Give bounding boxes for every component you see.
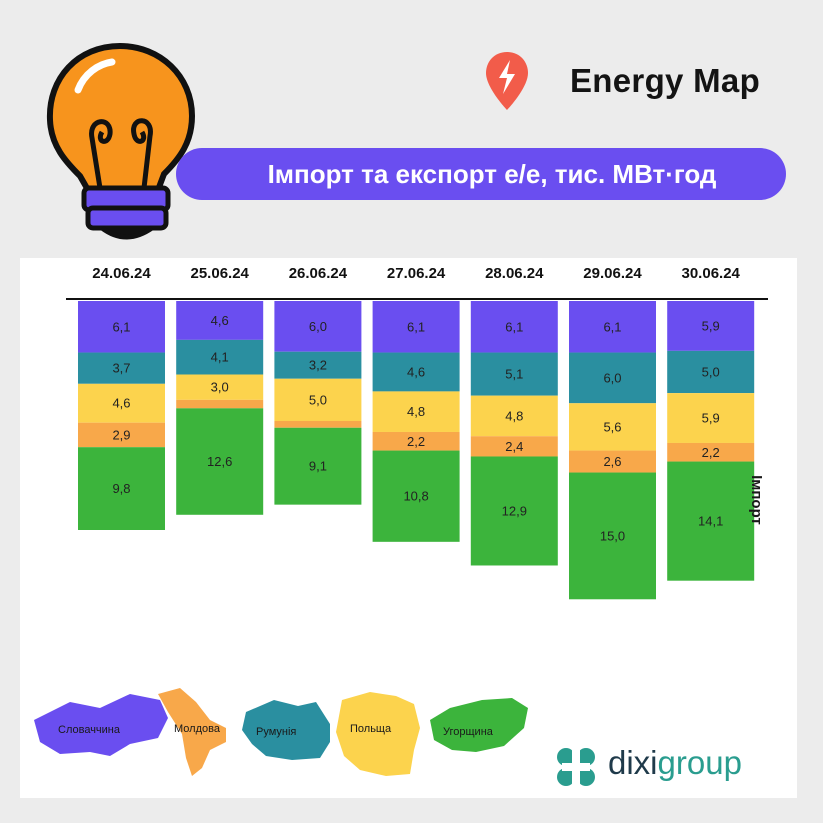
- bar-segment: [176, 301, 264, 340]
- side-label-import: Імпорт: [748, 475, 765, 525]
- bar-segment: [667, 350, 755, 394]
- bar-segment: [569, 403, 656, 451]
- map-label-hungary: Угорщина: [443, 726, 493, 738]
- data-label: 14,1: [698, 514, 723, 529]
- dixigroup-logo-icon: [557, 748, 595, 786]
- data-label: 5,0: [309, 392, 327, 407]
- dixigroup-logo-text: dixigroup: [608, 744, 742, 781]
- bar-segment: [274, 427, 362, 505]
- bar-segment: [176, 339, 264, 375]
- bar-segment: [78, 301, 165, 353]
- data-label: 5,1: [505, 367, 523, 382]
- x-tick-label: 27.06.24: [387, 265, 446, 282]
- chart-title: Імпорт та експорт е/е, тис. МВт·год: [267, 159, 717, 189]
- bar-segment: [176, 374, 264, 400]
- x-tick-label: 24.06.24: [92, 265, 151, 282]
- data-label: 3,0: [211, 380, 229, 395]
- bar-segment: [667, 442, 755, 462]
- bar-segment: [470, 395, 558, 437]
- data-label: 9,8: [112, 481, 130, 496]
- bar-segment: [274, 378, 362, 421]
- bar-segment: [176, 399, 264, 409]
- bar-segment: [470, 301, 558, 353]
- brand-name: Energy Map: [570, 62, 761, 99]
- data-label: 5,0: [702, 364, 720, 379]
- bar-segment: [78, 447, 165, 530]
- data-label: 3,2: [309, 358, 327, 373]
- bar-segment: [78, 352, 165, 384]
- bar-segment: [372, 352, 460, 392]
- data-label: 12,9: [502, 503, 527, 518]
- bar-segment: [274, 301, 362, 352]
- bar-segment: [667, 393, 755, 443]
- data-label: 6,0: [309, 319, 327, 334]
- moldova-map-icon: [158, 688, 226, 776]
- data-label: 6,1: [112, 319, 130, 334]
- data-label: 5,6: [603, 419, 621, 434]
- x-tick-label: 28.06.24: [485, 265, 544, 282]
- data-label: 5,9: [702, 318, 720, 333]
- data-label: 5,9: [702, 411, 720, 426]
- data-label: 3,7: [112, 361, 130, 376]
- bar-segment: [274, 420, 362, 428]
- data-label: 6,1: [505, 319, 523, 334]
- data-label: 6,1: [603, 319, 621, 334]
- x-tick-label: 25.06.24: [191, 265, 250, 282]
- data-label: 2,9: [112, 427, 130, 442]
- data-label: 6,1: [407, 319, 425, 334]
- data-label: 4,1: [211, 350, 229, 365]
- bar-segment: [667, 461, 755, 581]
- bar-segment: [372, 391, 460, 432]
- bar-segment: [176, 408, 264, 515]
- bar-segment: [569, 301, 656, 353]
- data-label: 2,2: [407, 434, 425, 449]
- bar-segment: [569, 352, 656, 404]
- poland-map-icon: [336, 692, 420, 776]
- country-maps: [34, 688, 528, 776]
- x-tick-label: 30.06.24: [682, 265, 741, 282]
- data-label: 4,8: [505, 408, 523, 423]
- data-label: 10,8: [403, 489, 428, 504]
- bar-segment: [470, 436, 558, 457]
- data-label: 4,6: [112, 396, 130, 411]
- map-label-moldova: Молдова: [174, 723, 220, 735]
- light-bulb-icon: [46, 42, 196, 240]
- bar-segment: [569, 450, 656, 473]
- bar-segment: [667, 301, 755, 351]
- data-label: 4,6: [407, 364, 425, 379]
- map-label-romania: Румунія: [256, 726, 297, 738]
- x-tick-label: 26.06.24: [289, 265, 348, 282]
- bar-segment: [470, 352, 558, 396]
- bar-segment: [274, 351, 362, 379]
- data-label: 4,6: [211, 313, 229, 328]
- bar-segment: [470, 456, 558, 566]
- map-label-poland: Польща: [350, 723, 392, 735]
- bar-segment: [372, 450, 460, 542]
- data-label: 2,6: [603, 454, 621, 469]
- x-tick-label: 29.06.24: [583, 265, 642, 282]
- data-label: 12,6: [207, 454, 232, 469]
- data-label: 4,8: [407, 404, 425, 419]
- slovakia-map-icon: [34, 694, 168, 756]
- location-pin-icon: [486, 52, 528, 110]
- title-banner: Імпорт та експорт е/е, тис. МВт·год: [176, 148, 786, 200]
- bar-segment: [569, 472, 656, 600]
- data-label: 6,0: [603, 370, 621, 385]
- data-label: 2,2: [702, 445, 720, 460]
- bar-segment: [78, 383, 165, 423]
- data-label: 15,0: [600, 528, 625, 543]
- map-label-slovakia: Словаччина: [58, 724, 120, 736]
- bar-segment: [372, 431, 460, 451]
- data-label: 2,4: [505, 439, 523, 454]
- hungary-map-icon: [430, 698, 528, 752]
- bar-segment: [372, 301, 460, 353]
- romania-map-icon: [242, 700, 330, 760]
- bar-segment: [78, 422, 165, 448]
- data-label: 9,1: [309, 459, 327, 474]
